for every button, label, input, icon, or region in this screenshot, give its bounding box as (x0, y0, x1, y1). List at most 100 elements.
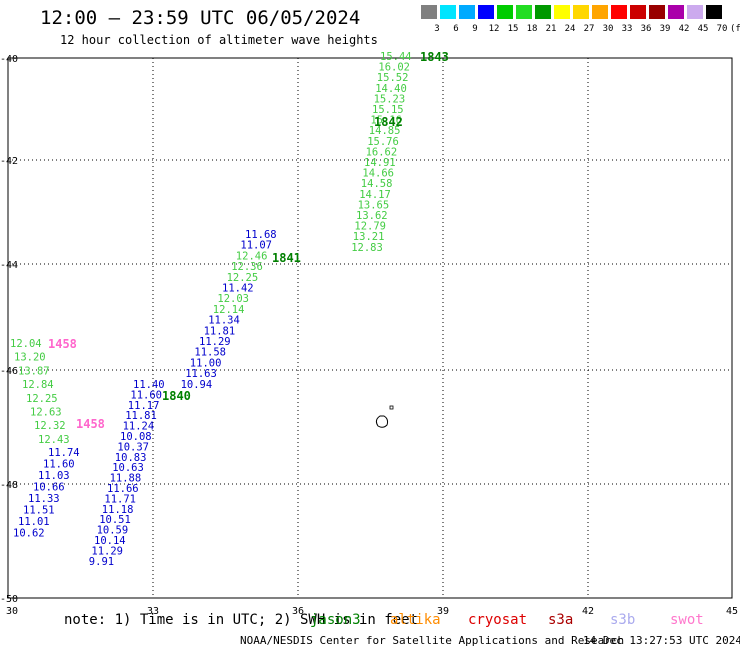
swh-value: 9.91 (89, 556, 114, 568)
scale-label: 27 (583, 24, 595, 34)
track-time-label: 1458 (48, 337, 77, 351)
swh-value: 14.91 (364, 157, 396, 169)
scale-label: 45 (697, 24, 709, 34)
scale-swatch (459, 5, 475, 19)
scale-label: 36 (640, 24, 652, 34)
scale-swatch (611, 5, 627, 19)
swh-value: 11.07 (240, 240, 272, 252)
scale-swatch (516, 5, 532, 19)
swh-value: 15.16 (370, 115, 402, 127)
lon-tick-label: 36 (292, 606, 304, 617)
swh-value: 11.58 (194, 347, 226, 359)
island-outline (375, 415, 389, 428)
lon-tick-label: 45 (726, 606, 738, 617)
swh-value: 11.63 (185, 368, 217, 380)
track-time-label: 1842 (374, 115, 403, 129)
swh-value: 15.52 (377, 72, 409, 84)
satellite-cryosat: cryosat (468, 612, 528, 628)
page-title: 12:00 – 23:59 UTC 06/05/2024 (40, 7, 361, 29)
satellite-jason3: jason3 (310, 612, 361, 628)
swh-value: 12.63 (30, 407, 62, 419)
swh-value: 14.66 (362, 168, 394, 180)
swh-value: 13.65 (358, 199, 390, 211)
track-time-label: 1843 (420, 50, 449, 64)
swh-value: 11.03 (38, 470, 70, 482)
swh-value: 10.63 (112, 462, 144, 474)
swh-value: 15.23 (374, 93, 406, 105)
island-outline (389, 405, 394, 410)
scale-swatch (497, 5, 513, 19)
scale-swatch (554, 5, 570, 19)
scale-unit: (ft) (730, 24, 740, 34)
scale-label: 39 (659, 24, 671, 34)
swh-value: 11.42 (222, 283, 254, 295)
swh-value: 16.62 (366, 146, 398, 158)
scale-swatch (687, 5, 703, 19)
swh-value: 10.62 (13, 528, 45, 540)
scale-label: 33 (621, 24, 633, 34)
swh-value: 15.44 (380, 51, 412, 63)
lon-tick-label: 30 (6, 606, 18, 617)
swh-value: 11.60 (43, 459, 75, 471)
satellite-s3a: s3a (548, 612, 574, 628)
swh-value: 12.25 (26, 393, 58, 405)
scale-label: 3 (434, 24, 440, 34)
swh-value: 11.40 (133, 379, 165, 391)
swh-value: 12.36 (231, 261, 263, 273)
satellite-swot: swot (670, 612, 704, 628)
scale-swatch (592, 5, 608, 19)
plot-border (7, 57, 733, 599)
page-subtitle: 12 hour collection of altimeter wave hei… (60, 33, 378, 47)
scale-label: 24 (564, 24, 576, 34)
scale-label: 18 (526, 24, 538, 34)
swh-value: 10.94 (181, 379, 213, 391)
scale-label: 15 (507, 24, 519, 34)
scale-swatch (630, 5, 646, 19)
lat-tick-label: -46 (0, 366, 18, 377)
scale-label: 70 (716, 24, 728, 34)
scale-swatch (573, 5, 589, 19)
scale-swatch (421, 5, 437, 19)
swh-value: 12.43 (38, 434, 70, 446)
swh-value: 13.20 (14, 352, 46, 364)
swh-value: 10.37 (117, 441, 149, 453)
swh-value: 11.00 (190, 357, 222, 369)
track-time-label: 1458 (76, 417, 105, 431)
swh-value: 11.29 (91, 545, 123, 557)
swh-value: 12.79 (354, 221, 386, 233)
scale-label: 42 (678, 24, 690, 34)
swh-value: 14.58 (361, 178, 393, 190)
swh-value: 11.74 (48, 447, 80, 459)
swh-value: 12.03 (217, 293, 249, 305)
footer-timestamp: 14 Dec 13:27:53 UTC 2024 (583, 634, 740, 647)
swh-value: 15.15 (372, 104, 404, 116)
swh-value: 12.04 (10, 338, 42, 350)
swh-value: 13.21 (353, 231, 385, 243)
track-time-label: 1840 (162, 389, 191, 403)
swh-value: 11.68 (245, 229, 277, 241)
swh-value: 12.84 (22, 379, 54, 391)
swh-value: 13.87 (18, 365, 50, 377)
swh-value: 14.40 (375, 83, 407, 95)
swh-value: 11.81 (125, 410, 157, 422)
swh-value: 11.33 (28, 493, 60, 505)
scale-label: 12 (488, 24, 500, 34)
swh-value: 11.24 (123, 421, 155, 433)
swh-value: 11.34 (208, 315, 240, 327)
scale-label: 21 (545, 24, 557, 34)
swh-value: 12.14 (213, 304, 245, 316)
lat-tick-label: -48 (0, 480, 18, 491)
satellite-altika: altika (390, 612, 441, 628)
scale-label: 6 (453, 24, 459, 34)
swh-value: 10.59 (97, 525, 129, 537)
scale-label: 30 (602, 24, 614, 34)
swh-value: 13.62 (356, 210, 388, 222)
swh-value: 11.60 (130, 389, 162, 401)
swh-value: 11.01 (18, 516, 50, 528)
swh-value: 15.76 (367, 136, 399, 148)
swh-value: 11.81 (204, 325, 236, 337)
swh-value: 12.32 (34, 420, 66, 432)
swh-value: 10.51 (99, 514, 131, 526)
lon-tick-label: 42 (582, 606, 594, 617)
swh-value: 14.85 (369, 125, 401, 137)
